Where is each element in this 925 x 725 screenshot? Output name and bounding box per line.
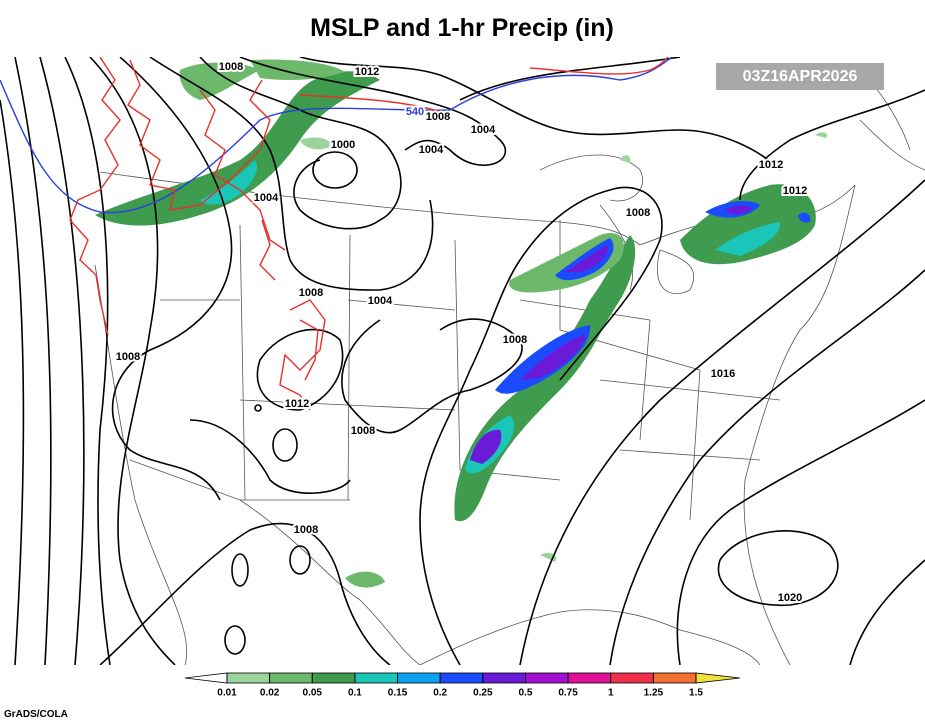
- colorbar-tick-label: 0.75: [558, 688, 578, 699]
- title: MSLP and 1-hr Precip (in): [310, 14, 614, 42]
- colorbar-tick-label: 0.1: [348, 688, 362, 699]
- colorbar-tick-label: 0.5: [519, 688, 533, 699]
- colorbar-extension: [695, 672, 741, 684]
- contour-label: 1008: [626, 207, 650, 219]
- thickness-lines: [0, 57, 673, 411]
- contour-label: 1004: [368, 295, 393, 307]
- colorbar-tick-label: 0.02: [260, 688, 280, 699]
- colorbar-tick-label: 0.15: [388, 688, 408, 699]
- colorbar-segment: [525, 672, 569, 684]
- colorbar-segment: [397, 672, 441, 684]
- contour-label: 1008: [219, 61, 243, 73]
- colorbar-segment: [311, 672, 356, 684]
- colorbar-tick-label: 0.01: [217, 688, 237, 699]
- contour-label: 1008: [294, 524, 318, 536]
- colorbar-segment: [610, 672, 654, 684]
- contour-label: 1012: [355, 66, 379, 78]
- colorbar-tick-label: 0.2: [433, 688, 447, 699]
- contour-label: 1008: [116, 351, 140, 363]
- valid-time: 03Z16APR2026: [743, 68, 858, 85]
- colorbar-segment: [652, 672, 697, 684]
- contour-label: 1000: [331, 139, 355, 151]
- contour-label: 1004: [419, 144, 444, 156]
- contour-label: 1004: [254, 192, 279, 204]
- colorbar-tick-label: 0.05: [303, 688, 323, 699]
- contour-label: 1004: [471, 124, 496, 136]
- colorbar-segment: [269, 672, 313, 684]
- contour-label: 1008: [426, 111, 450, 123]
- colorbar-segment: [226, 672, 271, 684]
- contour-label: 1008: [299, 287, 323, 299]
- isobars: [0, 57, 925, 665]
- contour-label: 1012: [759, 159, 783, 171]
- contour-label: 1012: [783, 185, 807, 197]
- colorbar-segment: [567, 672, 612, 684]
- precipitation: [95, 59, 828, 588]
- colorbar-segment: [439, 672, 484, 684]
- colorbar-tick-label: 1: [608, 688, 614, 699]
- credit: GrADS/COLA: [4, 709, 68, 720]
- colorbar-tick-label: 0.25: [473, 688, 493, 699]
- colorbar-segment: [354, 672, 398, 684]
- contour-labels: 1008 1012 1008 540 1004 1000 1004 1004 1…: [114, 59, 809, 606]
- contour-label: 1020: [778, 592, 802, 604]
- contour-label: 540: [406, 106, 424, 118]
- contour-label: 1012: [285, 398, 309, 410]
- colorbar: 0.01 0.02 0.05 0.1 0.15 0.2 0.25 0.5 0.75 1 1.25 1.…: [184, 672, 741, 699]
- time-box: [716, 63, 884, 90]
- colorbar-tick-label: 1.25: [644, 688, 664, 699]
- colorbar-extension: [184, 672, 228, 684]
- contour-label: 1008: [351, 425, 375, 437]
- contour-label: 1016: [711, 368, 735, 380]
- contour-label: 1008: [503, 334, 527, 346]
- colorbar-segment: [482, 672, 526, 684]
- colorbar-tick-label: 1.5: [689, 688, 703, 699]
- map: 1008 1012 1008 540 1004 1000 1004 1004 1…: [0, 57, 925, 665]
